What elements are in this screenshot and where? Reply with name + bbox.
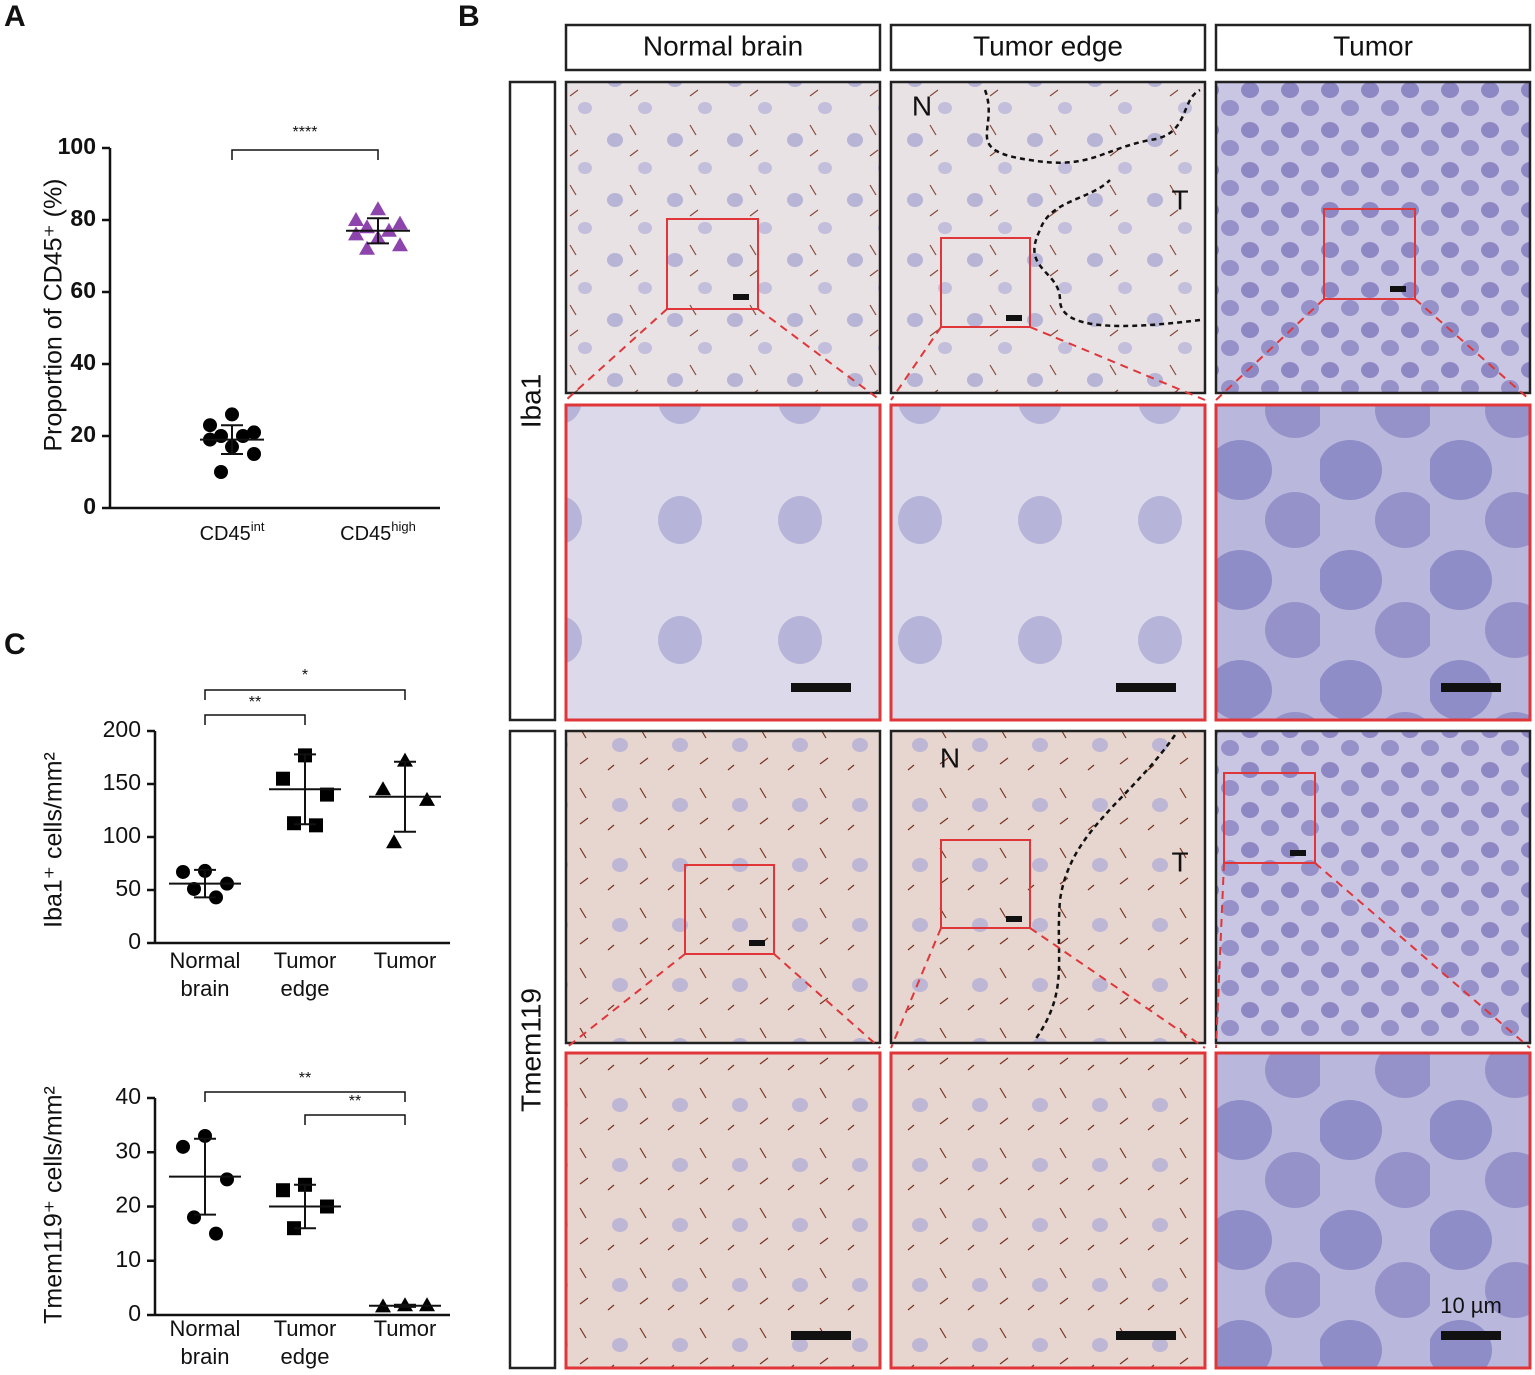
point <box>359 240 375 255</box>
y-axis-label: Tmem119⁺ cells/mm² <box>40 1086 68 1324</box>
x-tick-label: Normal brain <box>170 948 241 1001</box>
point <box>386 834 402 849</box>
point <box>176 864 190 879</box>
panel-letter: A <box>4 0 26 33</box>
y-axis-label: Iba1⁺ cells/mm² <box>40 752 68 928</box>
x-tick-label: Tumor edge <box>274 948 337 1001</box>
y-tick-label: 20 <box>70 421 96 447</box>
significance-bracket <box>204 1091 406 1102</box>
point <box>348 226 364 241</box>
point <box>392 215 408 230</box>
x-tick-label: Tumor <box>374 1316 437 1341</box>
category: CD45 <box>340 523 391 545</box>
region-label: T <box>1171 184 1188 215</box>
y-tick-label: 60 <box>70 277 96 303</box>
significance-bracket <box>231 149 379 160</box>
row-header: Iba1 <box>515 374 546 429</box>
category-superscript: int <box>251 519 265 534</box>
column-header: Normal brain <box>643 30 803 61</box>
y-tick-label: 10 <box>115 1246 141 1272</box>
point <box>348 212 364 226</box>
point <box>287 816 301 831</box>
significance-label: **** <box>293 124 318 141</box>
y-tick-label: 0 <box>128 1300 141 1326</box>
column-headers <box>508 23 1532 1370</box>
region-label: T <box>1171 846 1188 877</box>
point <box>370 201 386 216</box>
y-tick-label: 80 <box>70 205 96 231</box>
inset-boxes <box>666 208 1416 955</box>
column-header: Tumor edge <box>973 30 1123 61</box>
region-label: N <box>912 90 932 121</box>
zoom-lines <box>565 298 1531 1049</box>
point <box>309 818 323 833</box>
x-tick-label: Tumor <box>374 948 437 973</box>
scale-label: 10 µm <box>1440 1293 1502 1318</box>
point <box>375 781 391 796</box>
y-tick-label: 0 <box>128 928 141 954</box>
x-tick-label: Tumor edge <box>274 1316 337 1369</box>
significance-label: ** <box>249 694 261 711</box>
point <box>225 407 239 422</box>
y-tick-label: 100 <box>58 133 96 159</box>
point <box>359 219 375 234</box>
region-label: N <box>940 742 960 773</box>
significance-bracket <box>204 689 406 700</box>
point <box>276 771 290 786</box>
point <box>247 447 261 461</box>
scale-bars <box>733 286 1501 1340</box>
point <box>187 1210 201 1225</box>
panel-letter: C <box>4 628 26 661</box>
panel-letter: B <box>458 0 480 33</box>
point <box>320 787 334 802</box>
y-tick-label: 40 <box>70 349 96 375</box>
point <box>392 237 408 252</box>
category-superscript: high <box>391 519 416 534</box>
y-tick-label: 200 <box>103 716 141 742</box>
point <box>209 1226 223 1241</box>
significance-bracket <box>304 1114 406 1125</box>
point <box>203 418 217 433</box>
significance-label: ** <box>299 1070 311 1087</box>
y-tick-label: 100 <box>103 822 141 848</box>
y-tick-label: 30 <box>115 1137 141 1163</box>
y-tick-label: 40 <box>115 1083 141 1109</box>
micrographs <box>564 80 1532 1370</box>
y-tick-label: 150 <box>103 769 141 795</box>
point <box>220 1172 234 1187</box>
significance-label: * <box>302 667 308 684</box>
column-header: Tumor <box>1333 30 1413 61</box>
y-tick-label: 20 <box>115 1192 141 1218</box>
x-tick-label: CD45high <box>340 519 416 545</box>
point <box>247 425 261 440</box>
significance-bracket <box>204 714 306 725</box>
point <box>276 1183 290 1198</box>
point <box>176 1139 190 1154</box>
point <box>397 752 413 767</box>
point <box>187 881 201 896</box>
x-tick-label: Normal brain <box>170 1316 241 1369</box>
row-header: Tmem119 <box>515 988 546 1112</box>
point <box>419 791 435 806</box>
y-tick-label: 50 <box>115 875 141 901</box>
category: CD45 <box>200 523 251 545</box>
y-axis-label: Proportion of CD45⁺ (%) <box>40 178 68 451</box>
point <box>214 465 228 479</box>
x-tick-label: CD45int <box>200 519 265 545</box>
point <box>419 1297 435 1312</box>
significance-label: ** <box>349 1093 361 1110</box>
y-tick-label: 0 <box>83 493 96 519</box>
point <box>236 429 250 443</box>
